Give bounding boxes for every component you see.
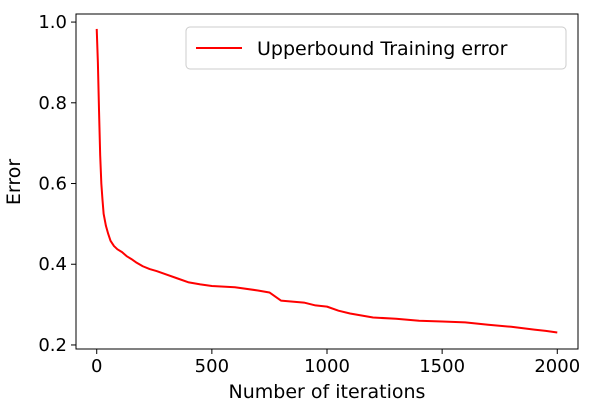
x-tick-label: 1000 bbox=[304, 356, 350, 377]
y-axis-label: Error bbox=[3, 159, 25, 206]
y-tick-label: 0.2 bbox=[38, 335, 67, 356]
ticks-layer: 0 500 1000 1500 2000 0.2 0.4 0.6 0.8 1.0 bbox=[38, 12, 580, 377]
series-layer bbox=[95, 28, 558, 334]
x-tick-label: 1500 bbox=[419, 356, 465, 377]
legend-box bbox=[185, 26, 567, 70]
x-tick-label: 500 bbox=[195, 356, 229, 377]
plot-area bbox=[76, 14, 578, 349]
x-tick-label: 2000 bbox=[534, 356, 580, 377]
y-tick-label: 1.0 bbox=[38, 12, 67, 33]
x-tick-label: 0 bbox=[91, 356, 102, 377]
y-tick-label: 0.8 bbox=[38, 93, 67, 114]
y-tick-label: 0.6 bbox=[38, 174, 67, 195]
plot-frame bbox=[75, 13, 579, 350]
legend-label-upperbound-training-error: Upperbound Training error bbox=[257, 38, 508, 60]
x-axis-label: Number of iterations bbox=[229, 381, 426, 403]
series-line-upperbound-training-error bbox=[95, 28, 558, 334]
y-tick-label: 0.4 bbox=[38, 254, 67, 275]
legend: Upperbound Training error bbox=[185, 26, 567, 70]
